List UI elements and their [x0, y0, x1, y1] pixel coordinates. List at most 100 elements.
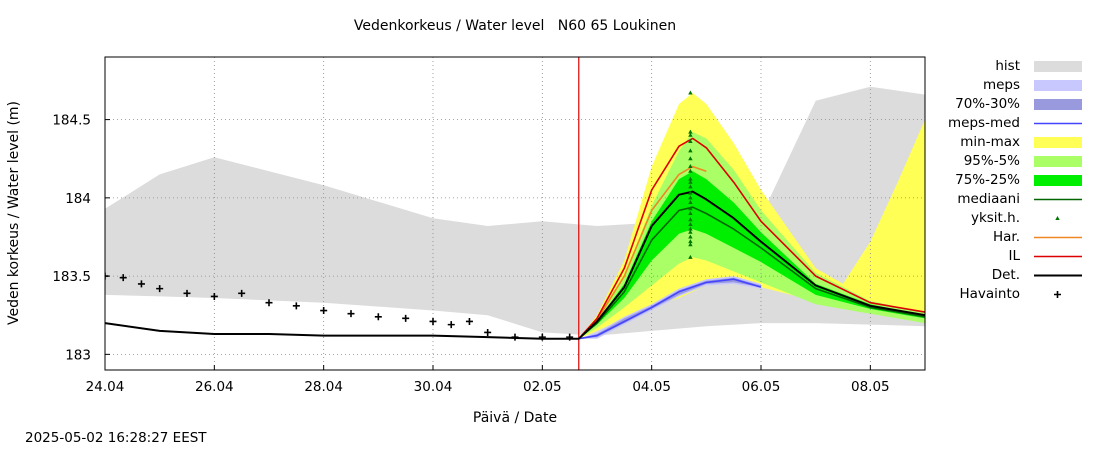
swatch-band [1034, 156, 1082, 167]
single-run-point [688, 132, 693, 137]
observation-point [210, 292, 218, 300]
legend-swatch [1034, 61, 1082, 72]
observation-point [347, 310, 355, 318]
legend-label: Det. [991, 267, 1020, 283]
single-run-point [688, 139, 693, 144]
single-run-point [688, 176, 693, 181]
legend-item-hist: hist [930, 57, 1090, 76]
observation-point [156, 285, 164, 293]
legend-item-il: IL [930, 247, 1090, 266]
legend-item-yksit-h: yksit.h. [930, 209, 1090, 228]
observation-point [465, 317, 473, 325]
observation-point [183, 289, 191, 297]
x-axis-label: Päivä / Date [473, 410, 557, 426]
observation-point [137, 280, 145, 288]
x-tick-label: 24.04 [86, 379, 125, 395]
legend-item-70pct-30pct: 70%-30% [930, 95, 1090, 114]
legend-label: meps-med [948, 115, 1020, 131]
legend-swatch [1055, 216, 1060, 220]
legend-item-mediaani: mediaani [930, 190, 1090, 209]
line-meps-med [578, 278, 762, 340]
single-run-point [688, 229, 693, 234]
single-run-point [688, 254, 693, 259]
y-tick-label: 183.5 [52, 269, 91, 285]
legend-swatch [1034, 99, 1082, 110]
legend-label: yksit.h. [970, 210, 1020, 226]
observation-point [320, 307, 328, 315]
observation-point [566, 333, 574, 341]
single-run-point [688, 221, 693, 226]
y-tick-label: 183 [65, 347, 91, 363]
legend-item-har: Har. [930, 228, 1090, 247]
legend-swatch [1034, 122, 1082, 125]
y-tick-label: 184 [65, 191, 91, 207]
legend-item-meps-med: meps-med [930, 114, 1090, 133]
single-run-point [688, 195, 693, 200]
legend-swatch [1034, 274, 1082, 277]
single-run-point [688, 200, 693, 205]
legend-label: Havainto [959, 286, 1020, 302]
legend-item-havainto: Havainto [930, 285, 1090, 304]
legend-label: meps [982, 77, 1020, 93]
legend-label: hist [995, 58, 1020, 74]
single-run-point [688, 179, 693, 184]
swatch-triangle [1055, 216, 1060, 220]
legend-label: 70%-30% [955, 96, 1020, 112]
swatch-band [1034, 80, 1082, 91]
single-run-point [688, 156, 693, 161]
observation-point [238, 289, 246, 297]
single-run-point [688, 148, 693, 153]
legend-swatch [1034, 236, 1082, 239]
observation-point [538, 333, 546, 341]
single-run-point [688, 168, 693, 173]
legend-item-95pct-5pct: 95%-5% [930, 152, 1090, 171]
swatch-band [1034, 175, 1082, 186]
single-run-point [688, 226, 693, 231]
x-tick-label: 30.04 [414, 379, 453, 395]
legend-swatch [1034, 198, 1082, 201]
single-run-point [688, 242, 693, 247]
legend-swatch [1034, 156, 1082, 167]
x-tick-label: 26.04 [195, 379, 234, 395]
observation-point [447, 321, 455, 329]
observation-point [429, 317, 437, 325]
legend-item-det: Det. [930, 266, 1090, 285]
band-70pct-30pct [578, 277, 761, 339]
single-run-point [688, 129, 693, 134]
x-tick-label: 28.04 [304, 379, 343, 395]
chart-title: Vedenkorkeus / Water level N60 65 Loukin… [353, 18, 677, 34]
single-run-point [688, 217, 693, 222]
swatch-band [1034, 99, 1082, 110]
single-run-point [688, 239, 693, 244]
legend-label: mediaani [957, 191, 1020, 207]
legend-swatch [1034, 80, 1082, 91]
chart-legend: hist meps 70%-30% meps-med min-max 95%-5% 75%-… [930, 57, 1090, 304]
legend-item-min-max: min-max [930, 133, 1090, 152]
legend-swatch [1034, 175, 1082, 186]
observation-point [265, 299, 273, 307]
observation-point [374, 313, 382, 321]
single-run-point [688, 190, 693, 195]
single-run-point [688, 184, 693, 189]
single-run-point [688, 234, 693, 239]
x-tick-label: 06.05 [742, 379, 781, 395]
observation-point [511, 333, 519, 341]
legend-swatch [1034, 255, 1082, 258]
legend-label: 95%-5% [963, 153, 1020, 169]
observation-point [484, 328, 492, 336]
y-tick-label: 184.5 [52, 113, 91, 129]
legend-item-meps: meps [930, 76, 1090, 95]
legend-item-75pct-25pct: 75%-25% [930, 171, 1090, 190]
line-mediaani [578, 206, 925, 340]
observation-point [402, 314, 410, 322]
line-det [105, 190, 925, 340]
generated-timestamp: 2025-05-02 16:28:27 EEST [25, 430, 207, 446]
legend-label: 75%-25% [955, 172, 1020, 188]
legend-label: Har. [992, 229, 1020, 245]
x-tick-label: 08.05 [851, 379, 890, 395]
single-run-point [688, 211, 693, 215]
legend-label: min-max [960, 134, 1020, 150]
legend-swatch [1034, 137, 1082, 148]
y-axis-label: Veden korkeus / Water level (m) [6, 101, 22, 325]
